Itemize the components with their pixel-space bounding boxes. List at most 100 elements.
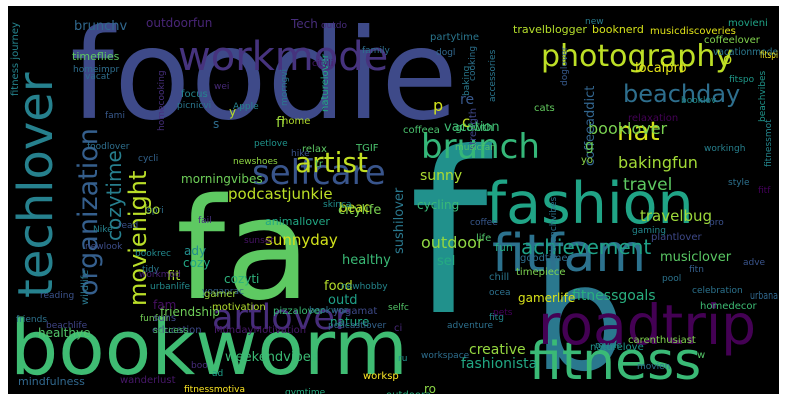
word-dogl: dogl bbox=[436, 48, 455, 58]
word-cozy: cozy bbox=[183, 256, 210, 270]
word-photography: photography bbox=[541, 39, 733, 74]
word-coffeea: coffeea bbox=[403, 125, 440, 136]
word-workmod: workmod bbox=[139, 270, 181, 280]
word-coffeelover: coffeelover bbox=[704, 35, 761, 46]
word-urbana: urbana bbox=[750, 289, 778, 302]
word-ci: ci bbox=[394, 323, 402, 334]
word-fashion: fashion bbox=[486, 171, 694, 237]
word-food: food bbox=[324, 279, 353, 294]
word-worksp: worksp bbox=[363, 371, 399, 382]
word-vacat: vacat bbox=[85, 72, 110, 82]
word-vacationmode: vacationmode bbox=[713, 47, 778, 58]
word-cycling: cycling bbox=[417, 198, 459, 212]
word-musicdiscoveries: musicdiscoveries bbox=[650, 26, 736, 37]
word-y: y bbox=[229, 105, 236, 119]
word-healthye: healthye bbox=[38, 326, 90, 340]
word-partytime: partytime bbox=[430, 32, 479, 43]
word-p: p bbox=[433, 96, 443, 115]
word-booklov: booklov bbox=[681, 96, 717, 106]
word-w: w bbox=[697, 350, 705, 361]
word-sushilover: sushilover bbox=[392, 187, 407, 254]
word-musiclover: musiclover bbox=[660, 250, 732, 265]
word-outdo: outdo bbox=[321, 21, 347, 31]
word-success: success bbox=[153, 326, 189, 336]
word-gaming: gaming bbox=[632, 226, 666, 236]
word-outdoora: outdoora bbox=[386, 390, 431, 394]
word-fitness: fitness bbox=[529, 332, 701, 392]
word-music: music bbox=[595, 341, 622, 351]
word-doglover: doglover bbox=[560, 46, 570, 86]
word-podcastjunkie: podcastjunkie bbox=[228, 185, 333, 203]
word-read: read bbox=[118, 221, 138, 231]
word-relax: relax bbox=[302, 144, 327, 155]
word-fitnessmot: fitnessmot bbox=[764, 119, 774, 167]
word-b: b bbox=[533, 234, 626, 394]
word-fami: fami bbox=[105, 111, 125, 121]
word-booklover: booklover bbox=[588, 119, 668, 138]
word-tech: Tech bbox=[290, 17, 318, 31]
word-home: home bbox=[282, 116, 310, 127]
word-bookrec: bookrec bbox=[135, 249, 171, 259]
word-s: s bbox=[213, 117, 219, 131]
word-motivation: motivation bbox=[212, 302, 266, 313]
word-ad: ad bbox=[212, 369, 223, 379]
word-sunnyday: sunnyday bbox=[265, 231, 338, 249]
word-morningvibes: morningvibes bbox=[181, 172, 263, 186]
word-fitf: fitf bbox=[758, 186, 771, 196]
word-relaxation: relaxation bbox=[628, 113, 678, 124]
word-beac: beac bbox=[339, 201, 370, 216]
word-ady: ady bbox=[184, 244, 206, 258]
word-podcastlover: podcastlover bbox=[328, 321, 386, 331]
word-yo: yo bbox=[581, 155, 593, 166]
word-growth: growth bbox=[455, 121, 493, 134]
word-musicfan: musicfan bbox=[455, 143, 496, 153]
word-family: family bbox=[362, 46, 390, 56]
word-pro: pro bbox=[709, 218, 724, 228]
word-cozyti: cozyti bbox=[224, 272, 259, 286]
word-healthy: healthy bbox=[342, 253, 391, 268]
word-o: o bbox=[723, 50, 732, 68]
word-brunchvibes: brunchvibes bbox=[549, 196, 559, 252]
word-mindfulness: mindfulness bbox=[18, 375, 85, 388]
word-vacation: vacation bbox=[444, 120, 500, 135]
word-life: life bbox=[476, 233, 491, 244]
word-sunset: sunset bbox=[244, 236, 274, 246]
word-fitfam: fitfam bbox=[492, 224, 646, 284]
word-homedecor: homedecor bbox=[700, 301, 757, 312]
word-petlove: petlove bbox=[254, 139, 288, 149]
word-apple: Apple bbox=[233, 102, 259, 112]
word-wei: wei bbox=[214, 82, 229, 92]
word-cooking: cooking bbox=[468, 46, 478, 81]
word-pizzalover: pizzalover bbox=[273, 306, 325, 317]
word-tidy: tidy bbox=[142, 265, 160, 275]
word-movieni: movieni bbox=[728, 18, 768, 29]
word-adventure: adventure bbox=[447, 321, 494, 331]
word-wildlife: wildlife bbox=[80, 270, 91, 305]
word-fitness-journey: fitness journey bbox=[10, 22, 21, 96]
word-brunchv: brunchv bbox=[74, 19, 127, 34]
word-fail: fail bbox=[198, 216, 212, 226]
word-education: education bbox=[152, 325, 202, 336]
word-fashionista: fashionista bbox=[461, 356, 537, 372]
word-boo: boo bbox=[191, 361, 208, 371]
word-hike: hike bbox=[291, 149, 310, 159]
word-bookworm: bookworm bbox=[10, 303, 408, 392]
word-fitspi: fitspi bbox=[760, 50, 778, 61]
word-creative: creative bbox=[469, 342, 526, 358]
word-ocea: ocea bbox=[489, 288, 511, 298]
word-beachvibes: beachvibes bbox=[758, 71, 768, 122]
word-travel: travel bbox=[623, 175, 672, 195]
word-plantlover: plantlover bbox=[651, 232, 702, 243]
word-achievement: achievement bbox=[521, 235, 651, 259]
word-g: g bbox=[585, 138, 594, 154]
word-travelblogger: travelblogger bbox=[513, 23, 587, 36]
word-sel: sel bbox=[437, 254, 455, 269]
word-spri: spri bbox=[147, 206, 164, 216]
word-fa: fa bbox=[176, 169, 311, 332]
word-foodlover: foodlover bbox=[87, 142, 130, 152]
word-bakingfun: bakingfun bbox=[618, 153, 698, 172]
word-selfcare: selfcare bbox=[252, 153, 386, 193]
word-cityli: cityli bbox=[312, 59, 333, 69]
word-goodtimes: goodtimes bbox=[520, 253, 573, 264]
